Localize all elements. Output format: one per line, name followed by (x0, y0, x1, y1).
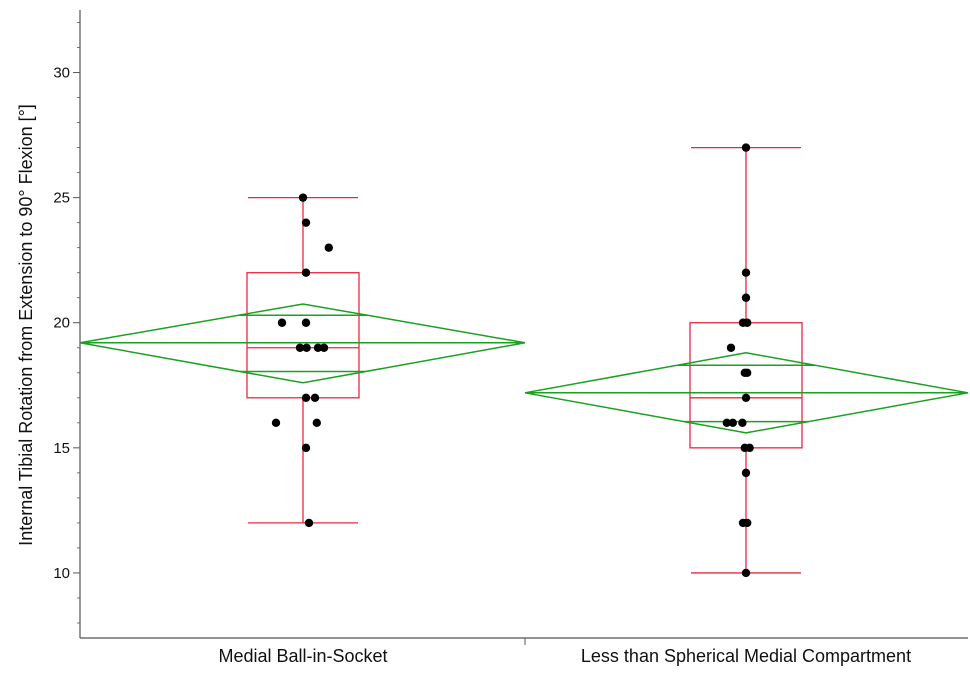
data-point (741, 393, 751, 403)
data-point (301, 393, 311, 403)
data-point (277, 318, 287, 327)
data-point (301, 443, 311, 453)
data-point (726, 343, 736, 352)
data-point (728, 418, 737, 428)
data-point (741, 468, 751, 478)
data-point (743, 318, 752, 327)
data-point (304, 518, 314, 528)
data-point (301, 268, 311, 277)
data-point (295, 343, 305, 352)
data-point (324, 243, 333, 252)
y-tick-label: 20 (53, 315, 70, 332)
axes: 10 15 20 25 30 Medial Ball-in-Socket Less than… (53, 10, 968, 666)
data-point (313, 343, 323, 352)
x-category-label: Medial Ball-in-Socket (218, 646, 387, 666)
x-category-label: Less than Spherical Medial Compartment (581, 646, 911, 666)
data-point (312, 418, 321, 428)
plot-marks (79, 143, 969, 578)
data-point (301, 318, 311, 327)
data-point (741, 568, 751, 578)
data-point (743, 518, 752, 528)
data-point (738, 418, 747, 428)
data-point (741, 268, 751, 277)
box-iqr (246, 272, 360, 399)
data-point (741, 293, 751, 302)
data-point (743, 368, 752, 377)
data-point (319, 343, 329, 352)
data-point (301, 218, 311, 227)
y-tick-label: 30 (53, 65, 70, 82)
data-point (741, 143, 751, 152)
y-tick-label: 15 (53, 440, 70, 457)
data-point (722, 418, 731, 428)
data-point (302, 343, 311, 352)
y-tick-label: 10 (53, 565, 70, 582)
data-point (745, 443, 754, 453)
data-point (298, 193, 308, 202)
y-axis-title: Internal Tibial Rotation from Extension … (16, 104, 36, 546)
data-point (310, 393, 320, 403)
box-iqr (689, 322, 803, 449)
y-tick-label: 25 (53, 190, 70, 207)
data-point (271, 418, 281, 428)
